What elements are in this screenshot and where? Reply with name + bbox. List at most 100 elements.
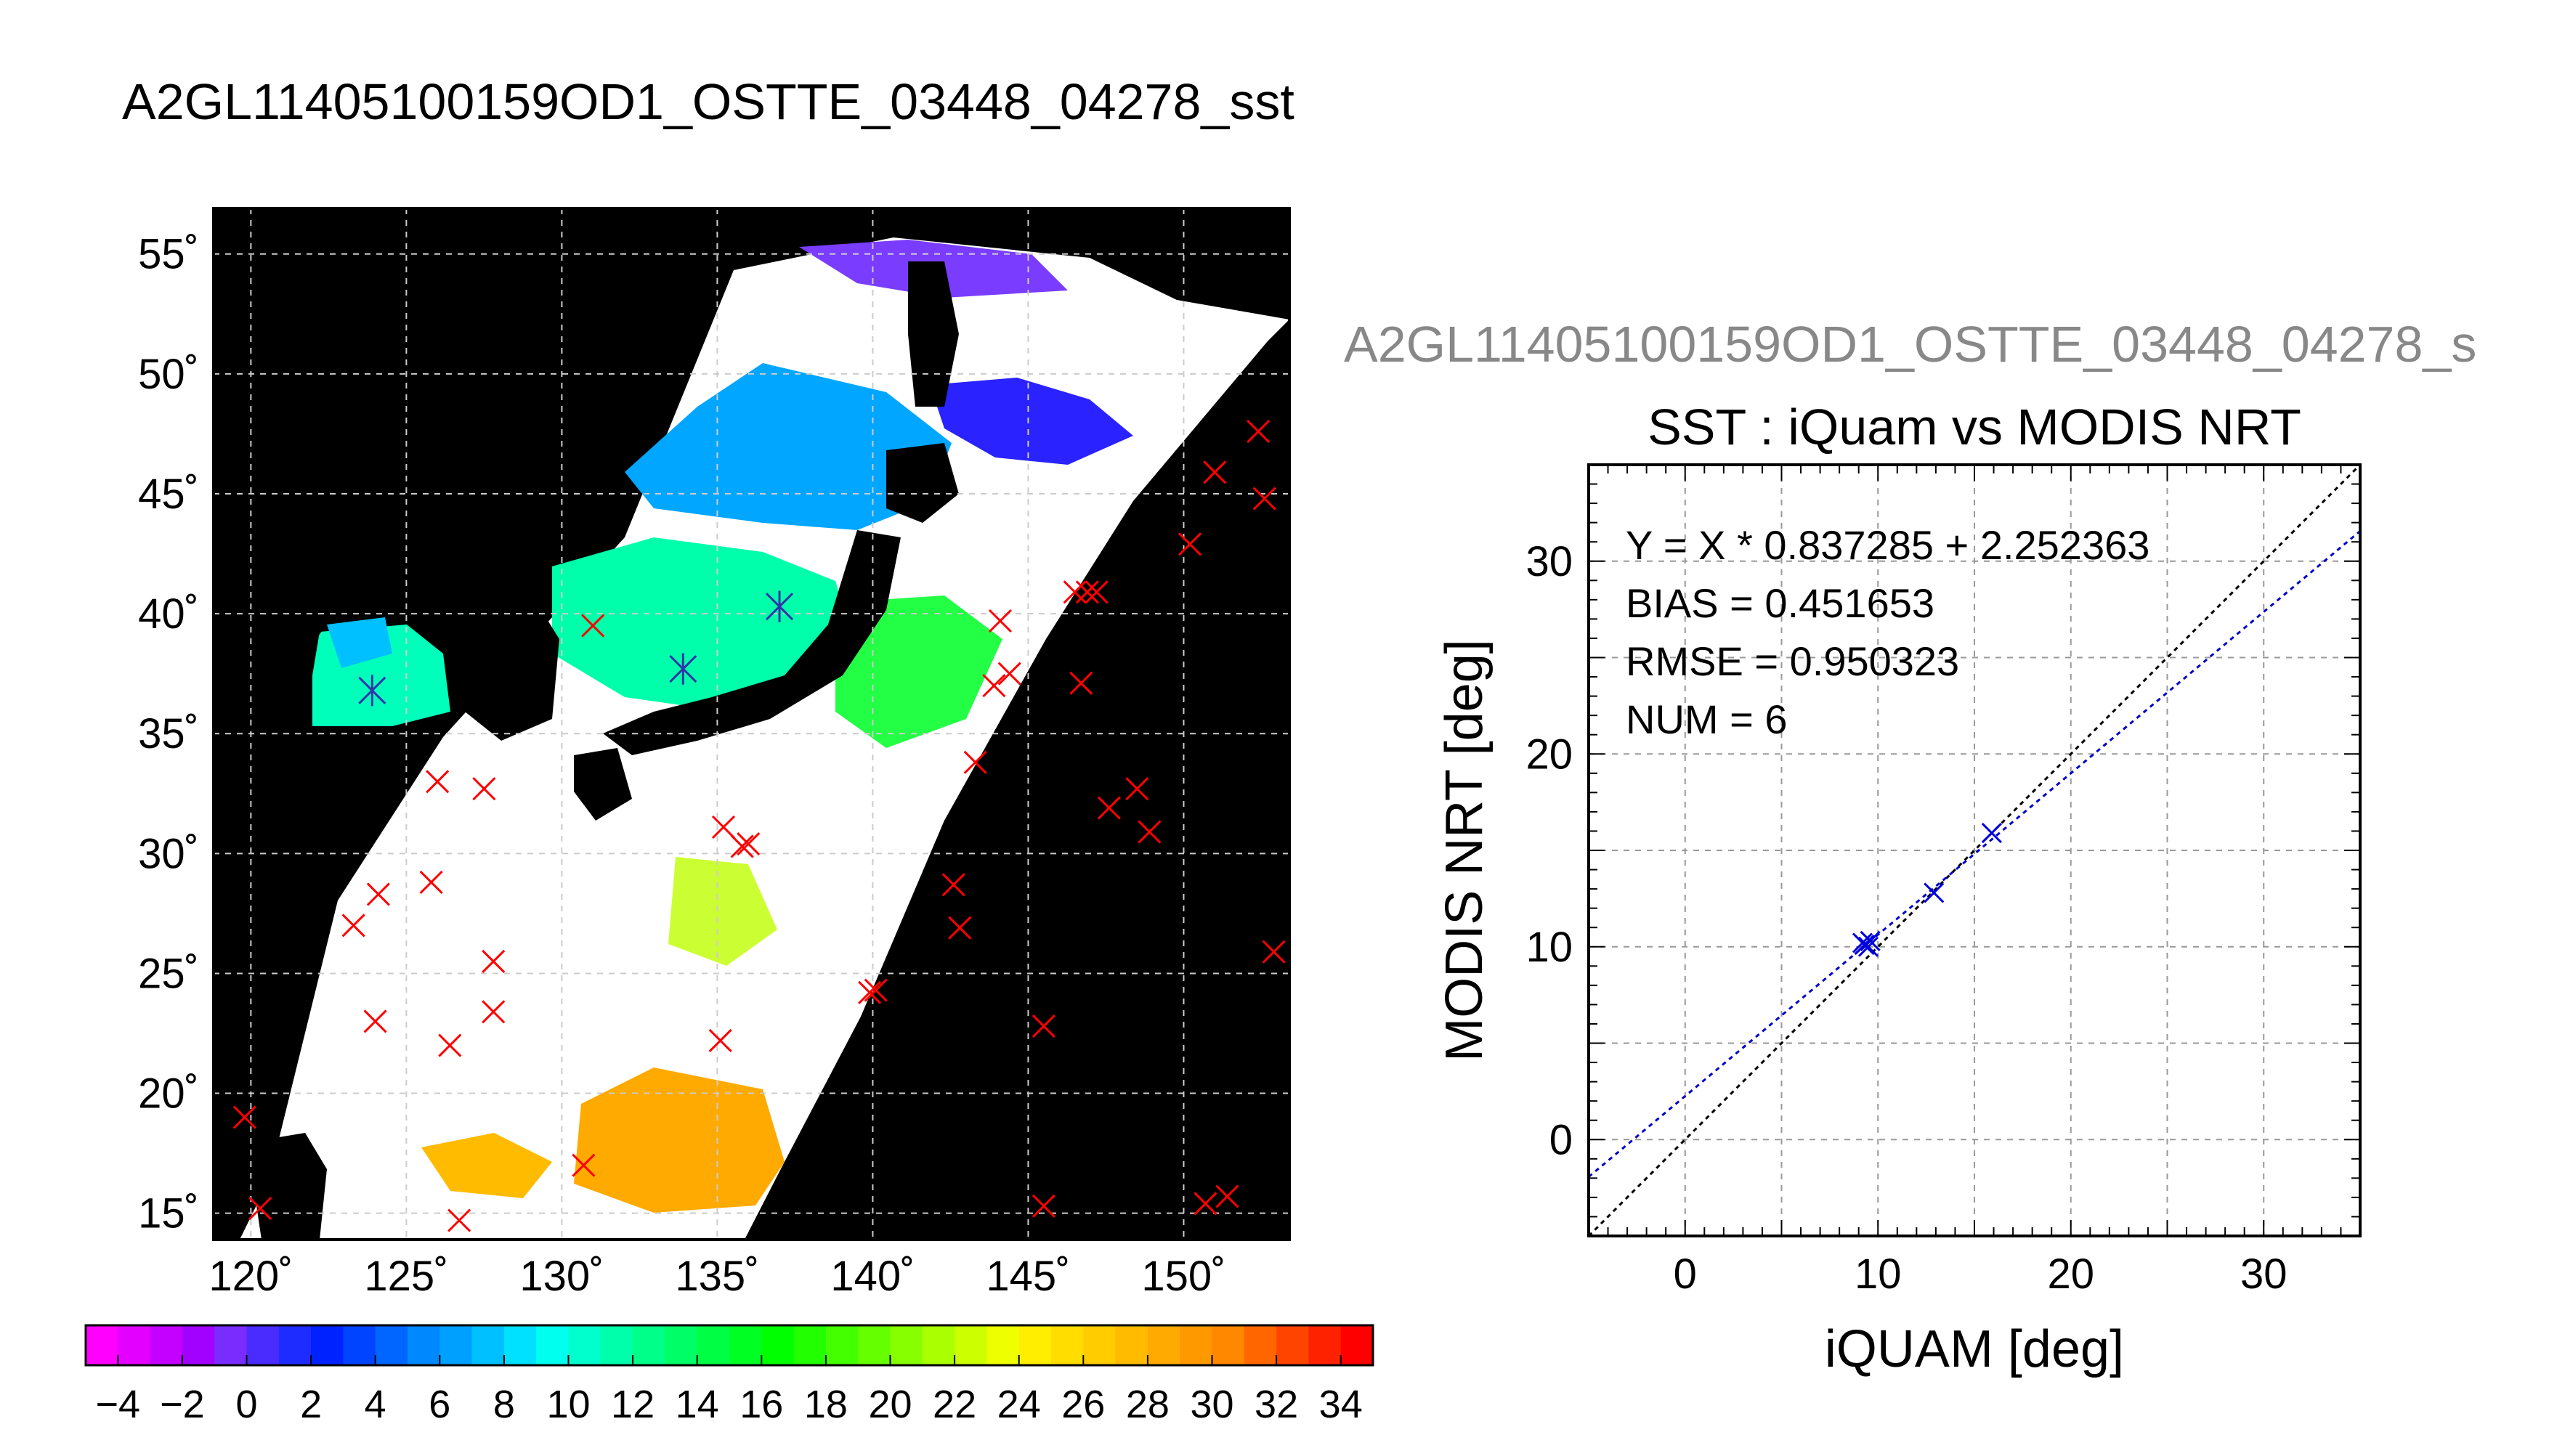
colorbar-frame [84, 1324, 1374, 1367]
colorbar-cell [182, 1325, 215, 1365]
scatter-point [1857, 936, 1879, 957]
scatter-point [1981, 823, 2002, 844]
land-kyushu [574, 748, 632, 821]
buoy-marker [997, 662, 1021, 686]
buoy-marker [482, 1000, 506, 1024]
colorbar-cell [665, 1325, 698, 1365]
buoy-marker [482, 949, 506, 973]
off-swath-east [745, 320, 1289, 1240]
colorbar-cell [568, 1325, 601, 1365]
buoy-marker [572, 1153, 596, 1177]
scatter-point [1924, 882, 1945, 903]
colorbar-tick-label: 22 [933, 1383, 976, 1426]
colorbar-cell [890, 1325, 923, 1365]
buoy-marker [1097, 796, 1121, 820]
colorbar-tick-label: 12 [611, 1383, 655, 1426]
annotation-fit-equation: Y = X * 0.837285 + 2.252363 [1626, 522, 2149, 568]
colorbar-cell [1212, 1325, 1245, 1365]
buoy-marker [1032, 1194, 1055, 1218]
colorbar-tick-label: 28 [1126, 1383, 1170, 1426]
colorbar-cell [1018, 1325, 1052, 1365]
colorbar-tick-label: 2 [300, 1383, 322, 1426]
x-tick-label: 20 [2047, 1250, 2094, 1298]
x-tick-label: 0 [1674, 1250, 1697, 1298]
colorbar-cell [1051, 1325, 1084, 1365]
sst-patch-south [421, 1133, 552, 1198]
buoy-marker [232, 1105, 256, 1129]
colorbar-tick-label: 20 [868, 1383, 912, 1426]
lat-tick-label: 20˚ [138, 1070, 199, 1118]
colorbar-cell [1308, 1325, 1342, 1365]
y-axis-label: MODIS NRT [deg] [1435, 639, 1494, 1062]
colorbar-cell [150, 1325, 183, 1365]
lat-tick-label: 25˚ [138, 950, 199, 997]
lon-tick-label: 120˚ [208, 1253, 293, 1300]
colorbar-cell [1147, 1325, 1180, 1365]
colorbar-tick-label: 14 [676, 1383, 719, 1426]
buoy-marker [730, 834, 754, 858]
colorbar: −4 −2 0 2 4 6 8 10 12 14 16 18 20 22 24 26 28 30 32 34 [84, 1324, 1374, 1426]
sst-patch-japan-sea [552, 537, 857, 712]
lon-tick-label: 130˚ [519, 1253, 604, 1300]
colorbar-cell [1115, 1325, 1148, 1365]
buoy-marker [1203, 460, 1227, 484]
lon-tick-label: 150˚ [1141, 1253, 1225, 1300]
buoy-marker [1194, 1192, 1217, 1216]
sst-patch-philippine [574, 1067, 785, 1213]
buoy-marker [426, 770, 450, 794]
colorbar-tick-label: 24 [997, 1383, 1041, 1426]
colorbar-cell [118, 1325, 151, 1365]
colorbar-cell [729, 1325, 762, 1365]
buoy-marker [1178, 532, 1202, 556]
buoy-marker [341, 914, 365, 938]
colorbar-cell [375, 1325, 408, 1365]
one-to-one-line [1589, 465, 2360, 1236]
land-asia [214, 208, 734, 697]
colorbar-tick-label: 4 [365, 1383, 386, 1426]
colorbar-cell [697, 1325, 730, 1365]
buoy-marker [1032, 1014, 1055, 1038]
buoy-marker [581, 614, 605, 638]
colorbar-cell [1340, 1325, 1374, 1365]
sst-patch-pacific-east [835, 595, 1002, 748]
colorbar-tick-label: −4 [96, 1383, 141, 1426]
lon-tick-label: 145˚ [986, 1253, 1070, 1300]
colorbar-cell [1244, 1325, 1277, 1365]
buoy-marker [737, 832, 761, 856]
colorbar-tick-label: 0 [235, 1383, 257, 1426]
colorbar-cell [214, 1325, 248, 1365]
matched-buoy-marker [669, 653, 697, 685]
lat-tick-label: 45˚ [138, 471, 199, 518]
lat-tick-label: 40˚ [138, 590, 199, 638]
buoy-marker [363, 1009, 387, 1033]
buoy-marker [1069, 671, 1093, 695]
buoy-marker [1262, 940, 1286, 964]
colorbar-cell [986, 1325, 1020, 1365]
colorbar-cell [278, 1325, 312, 1365]
y-tick-label: 20 [1525, 731, 1573, 778]
lon-tick-label: 140˚ [830, 1253, 915, 1300]
colorbar-cell [1180, 1325, 1213, 1365]
annotation-rmse: RMSE = 0.950323 [1626, 638, 1959, 684]
plot-title-overflow: A2GL11405100159OD1_OSTTE_03448_04278_s [1344, 316, 2476, 373]
buoy-marker [1252, 487, 1276, 511]
x-tick-label: 10 [1855, 1250, 1902, 1298]
buoy-marker [711, 815, 736, 839]
buoy-marker [941, 873, 965, 897]
sst-patch-yellow-sea-north [327, 617, 392, 668]
annotation-num: NUM = 6 [1626, 696, 1788, 742]
x-axis-label: iQUAM [deg] [1825, 1320, 2124, 1378]
buoy-marker [708, 1028, 732, 1052]
colorbar-cell [600, 1325, 633, 1365]
matched-buoy-marker [765, 590, 794, 622]
colorbar-tick-label: −2 [160, 1383, 205, 1426]
colorbar-cell [858, 1325, 891, 1365]
swath-coverage [214, 237, 1289, 1240]
off-swath-southwest [214, 1180, 269, 1240]
buoy-marker [447, 1208, 471, 1232]
colorbar-tick-label: 10 [546, 1383, 590, 1426]
buoy-marker [1247, 420, 1271, 444]
lon-tick-label: 135˚ [675, 1253, 759, 1300]
land-hokkaido [886, 443, 959, 523]
